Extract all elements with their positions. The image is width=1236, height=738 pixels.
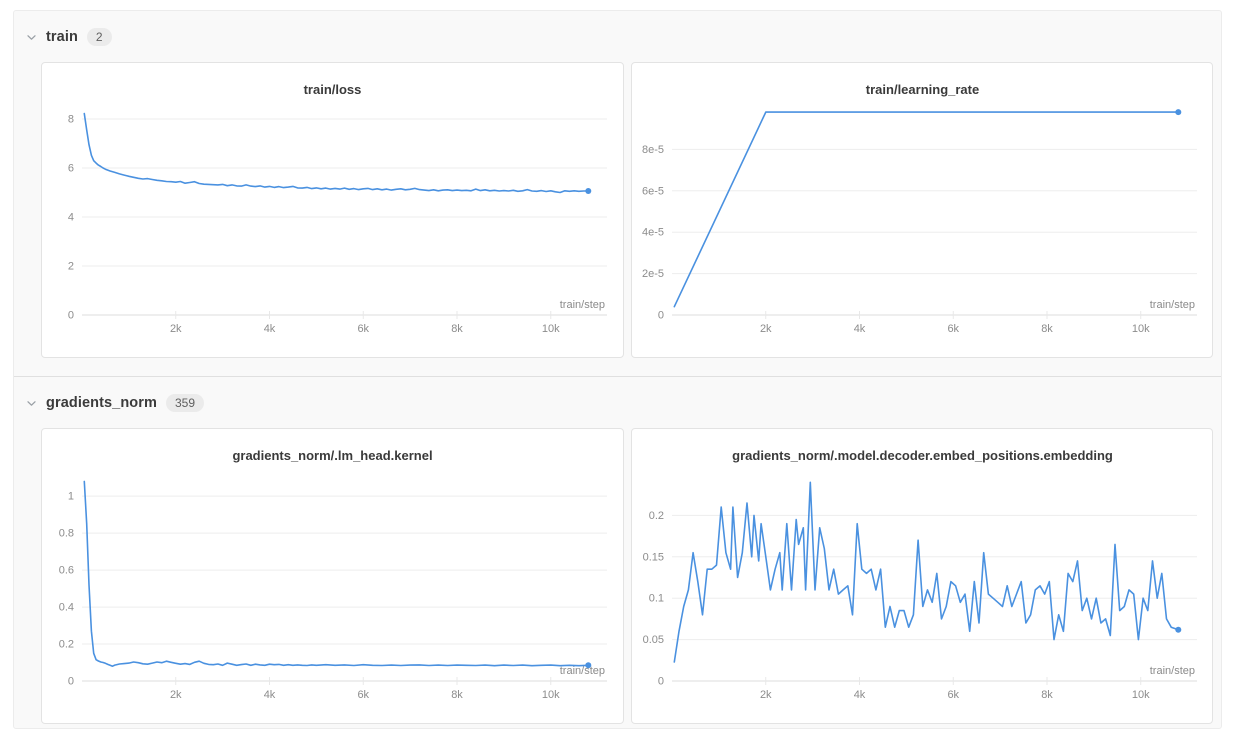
svg-text:train/step: train/step [560,665,605,677]
svg-text:0: 0 [68,676,74,688]
svg-text:8k: 8k [451,689,463,701]
svg-text:2k: 2k [759,689,771,701]
section-gradients-norm-header[interactable]: gradients_norm 359 [14,377,1221,416]
svg-text:0.2: 0.2 [648,510,663,522]
svg-text:10k: 10k [1131,689,1149,701]
svg-text:4k: 4k [264,689,276,701]
cards-row: 0 2 4 6 8 2k 4k 6k 8k 10k train/step train/loss 0 2e… [41,62,1213,358]
svg-text:4k: 4k [264,323,276,335]
svg-text:train/loss: train/loss [304,82,362,97]
chevron-down-icon[interactable] [26,398,37,409]
chart-card-embed-positions[interactable]: 0 0.05 0.1 0.15 0.2 2k 4k 6k 8k 10k train/step grad… [630,428,1213,724]
section-count-badge: 359 [165,394,205,412]
svg-text:8k: 8k [1041,689,1053,701]
svg-text:8e-5: 8e-5 [641,144,663,156]
svg-text:0: 0 [657,676,663,688]
metrics-panel: train 2 0 2 4 6 8 2k 4k 6k 8k 10k train/step train/… [13,10,1222,729]
section-train: train 2 0 2 4 6 8 2k 4k 6k 8k 10k train/step train/… [14,11,1221,377]
svg-text:0: 0 [657,310,663,322]
section-title: train [46,29,78,45]
svg-text:0.05: 0.05 [642,634,663,646]
svg-text:8k: 8k [1041,323,1053,335]
svg-text:0.8: 0.8 [59,528,74,540]
svg-text:4e-5: 4e-5 [641,227,663,239]
chart-card-lm-head-kernel[interactable]: 0 0.2 0.4 0.6 0.8 1 2k 4k 6k 8k 10k train/step gradi… [41,428,624,724]
svg-text:10k: 10k [1131,323,1149,335]
svg-text:0.4: 0.4 [59,602,74,614]
svg-text:0: 0 [68,310,74,322]
svg-text:train/learning_rate: train/learning_rate [865,82,978,97]
svg-text:10k: 10k [542,689,560,701]
chart-card-train-loss[interactable]: 0 2 4 6 8 2k 4k 6k 8k 10k train/step train/loss [41,62,624,358]
svg-text:train/step: train/step [1149,299,1194,311]
svg-text:4k: 4k [853,323,865,335]
svg-text:6e-5: 6e-5 [641,185,663,197]
svg-text:8k: 8k [451,323,463,335]
svg-text:4: 4 [68,212,74,224]
chevron-down-icon[interactable] [26,32,37,43]
svg-text:2e-5: 2e-5 [641,268,663,280]
svg-text:0.1: 0.1 [648,593,663,605]
svg-text:4k: 4k [853,689,865,701]
svg-text:6k: 6k [357,689,369,701]
svg-text:2k: 2k [170,323,182,335]
svg-text:2: 2 [68,261,74,273]
svg-text:0.15: 0.15 [642,551,663,563]
section-count-badge: 2 [86,28,112,46]
svg-text:6k: 6k [947,323,959,335]
svg-text:0.6: 0.6 [59,565,74,577]
svg-text:train/step: train/step [1149,665,1194,677]
svg-text:gradients_norm/.lm_head.kernel: gradients_norm/.lm_head.kernel [232,448,432,463]
svg-text:10k: 10k [542,323,560,335]
cards-row: 0 0.2 0.4 0.6 0.8 1 2k 4k 6k 8k 10k train/step gradi… [41,428,1213,724]
svg-text:6k: 6k [947,689,959,701]
svg-text:6k: 6k [357,323,369,335]
svg-text:2k: 2k [759,323,771,335]
svg-text:train/step: train/step [560,299,605,311]
svg-text:gradients_norm/.model.decoder.: gradients_norm/.model.decoder.embed_posi… [732,448,1113,463]
section-train-header[interactable]: train 2 [14,11,1221,50]
section-gradients-norm: gradients_norm 359 0 0.2 0.4 0.6 0.8 1 2k 4k 6k 8… [14,377,1221,724]
svg-text:0.2: 0.2 [59,639,74,651]
section-title: gradients_norm [46,395,157,411]
chart-card-train-learning-rate[interactable]: 0 2e-5 4e-5 6e-5 8e-5 2k 4k 6k 8k 10k train/step tr… [630,62,1213,358]
svg-text:8: 8 [68,114,74,126]
svg-text:6: 6 [68,163,74,175]
svg-text:2k: 2k [170,689,182,701]
svg-text:1: 1 [68,491,74,503]
